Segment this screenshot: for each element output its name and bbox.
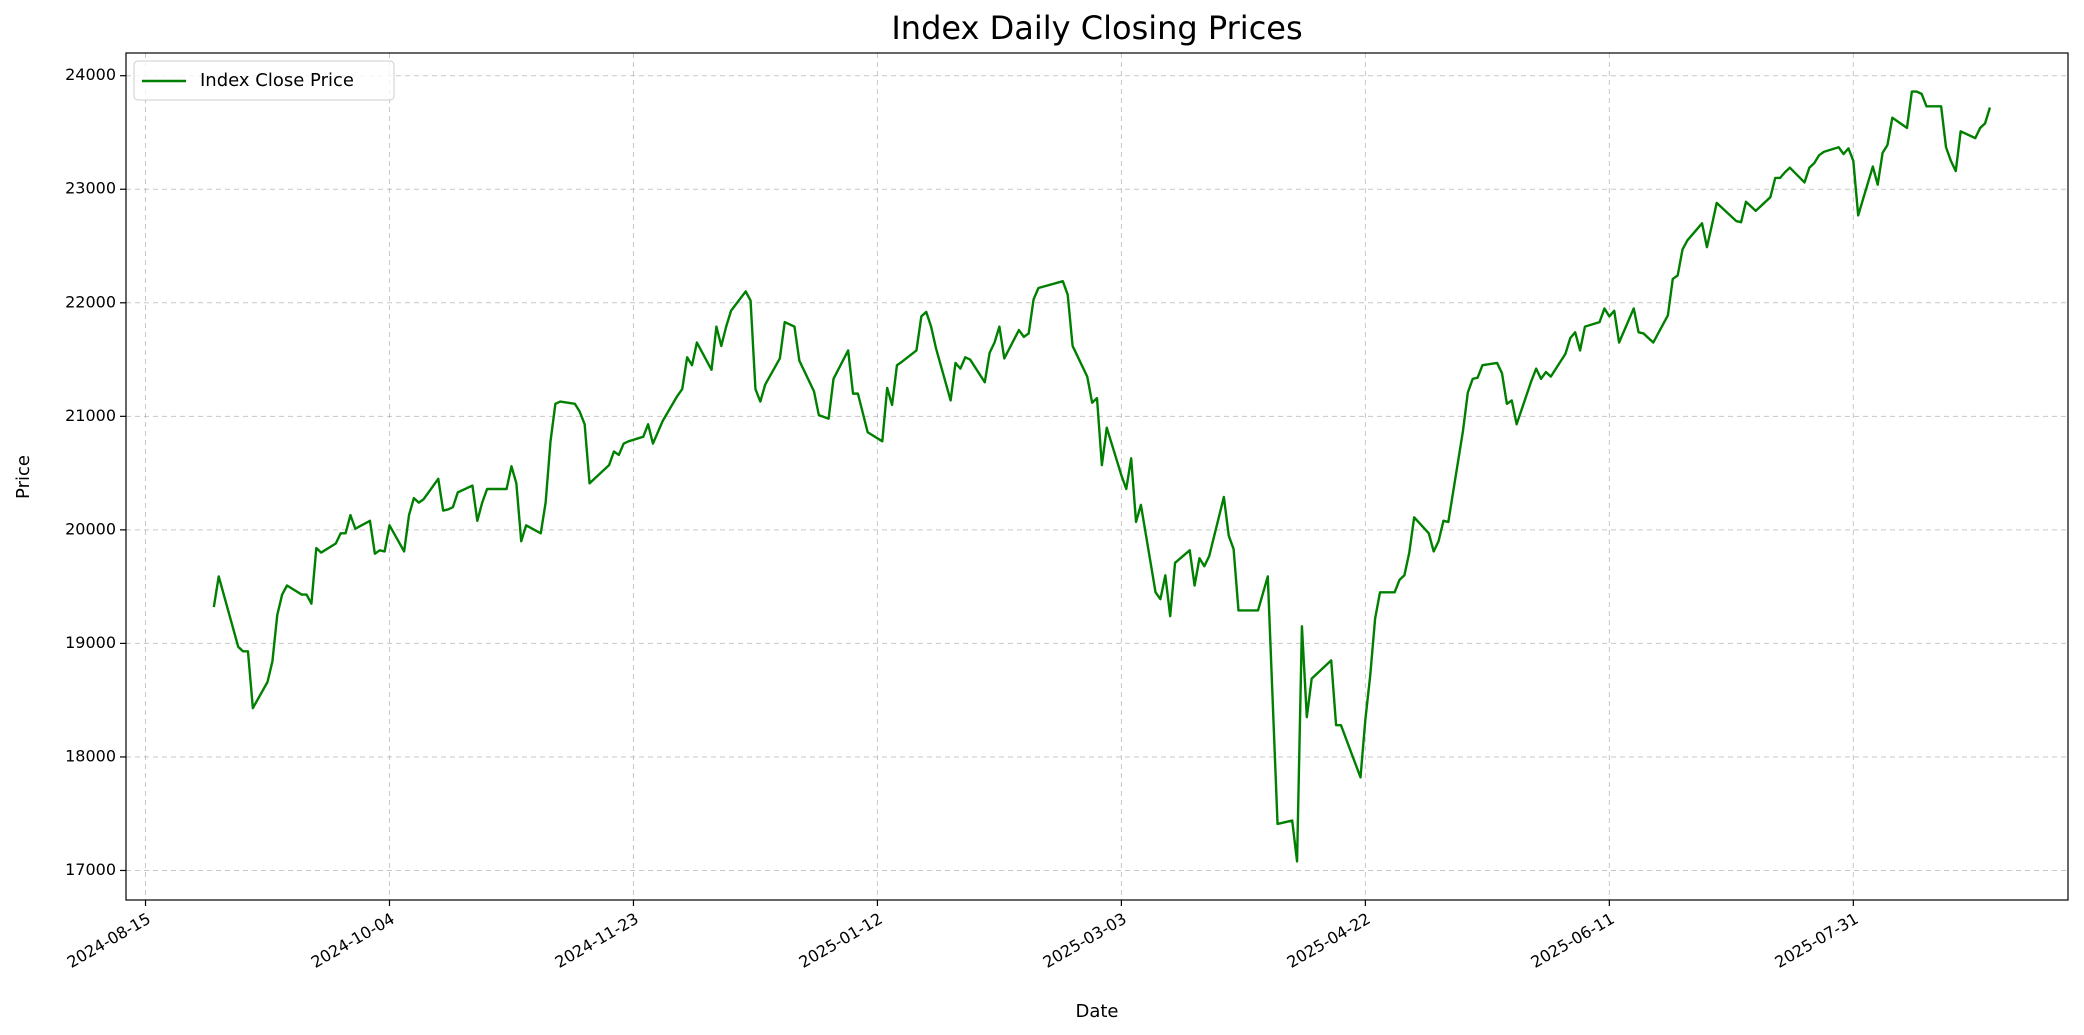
- x-tick-label: 2025-06-11: [1528, 909, 1618, 972]
- x-axis-label: Date: [1075, 1001, 1118, 1022]
- y-tick-label: 23000: [65, 179, 116, 198]
- y-axis-label: Price: [13, 455, 34, 499]
- y-tick-label: 22000: [65, 292, 116, 311]
- x-tick-label: 2024-08-15: [64, 909, 154, 972]
- legend-box: [133, 60, 395, 101]
- x-tick-label: 2025-07-31: [1772, 909, 1862, 972]
- data-line: [212, 90, 1992, 863]
- x-tick-label: 2025-03-03: [1040, 909, 1130, 972]
- y-tick-label: 24000: [65, 65, 116, 84]
- x-tick-label: 2024-11-23: [552, 909, 642, 972]
- y-tick-label: 18000: [65, 746, 116, 765]
- y-tick-label: 21000: [65, 406, 116, 425]
- legend-label: Index Close Price: [200, 70, 354, 91]
- chart-title: Index Daily Closing Prices: [891, 9, 1302, 47]
- y-tick-label: 20000: [65, 519, 116, 538]
- y-tick-label: 17000: [65, 860, 116, 879]
- x-tick-label: 2025-01-12: [796, 909, 886, 972]
- x-tick-label: 2025-04-22: [1284, 909, 1374, 972]
- plot-frame: [125, 52, 2069, 901]
- x-tick-label: 2024-10-04: [308, 909, 398, 972]
- y-tick-label: 19000: [65, 633, 116, 652]
